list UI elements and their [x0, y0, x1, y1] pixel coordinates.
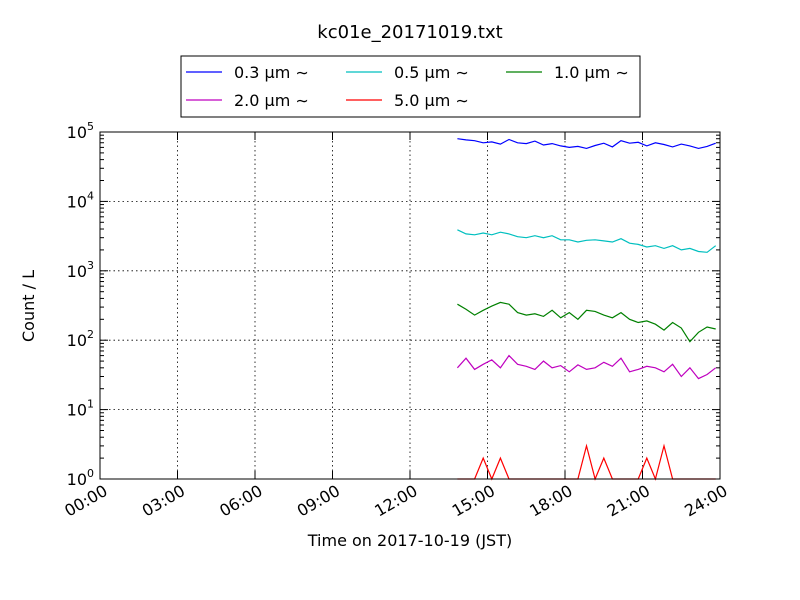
- x-tick-label: 12:00: [371, 481, 420, 521]
- y-tick-label: 102: [67, 328, 94, 350]
- series-lines: [456, 138, 717, 481]
- y-tick-label: 103: [67, 259, 94, 281]
- x-tick-label: 09:00: [294, 481, 343, 521]
- series-line-0-3um: [457, 138, 716, 150]
- plot-frame: [99, 131, 721, 480]
- series-line-1-0um: [457, 301, 716, 343]
- grid: [100, 132, 720, 479]
- legend: 0.3 μm ∼ 0.5 μm ∼ 1.0 μm ∼ 2.0 μm ∼ 5.0 μm ∼: [180, 55, 641, 118]
- series-line-2-0um: [456, 354, 717, 380]
- legend-label-0-3um: 0.3 μm ∼: [234, 63, 309, 82]
- legend-label-5-0um: 5.0 μm ∼: [394, 91, 469, 110]
- y-tick-label: 104: [67, 189, 94, 211]
- chart-title: kc01e_20171019.txt: [317, 22, 502, 43]
- series-line-0-5um: [457, 229, 717, 253]
- series-line-5-0um: [457, 443, 716, 481]
- x-tick-label: 03:00: [139, 481, 188, 521]
- x-tick-label: 06:00: [216, 481, 265, 521]
- x-tick-label: 18:00: [526, 481, 575, 521]
- legend-box: [180, 55, 641, 118]
- x-axis-label: Time on 2017-10-19 (JST): [307, 531, 512, 550]
- x-tick-label: 15:00: [449, 481, 498, 521]
- legend-label-1-0um: 1.0 μm ∼: [554, 63, 629, 82]
- x-tick-label: 24:00: [681, 481, 730, 521]
- ticks: 00:00 03:00 06:00 09:00 12:00 15:00 18:00 21:00…: [61, 120, 730, 521]
- legend-label-0-5um: 0.5 μm ∼: [394, 63, 469, 82]
- y-axis-label: Count / L: [19, 270, 38, 342]
- legend-label-2-0um: 2.0 μm ∼: [234, 91, 309, 110]
- y-tick-label: 101: [67, 398, 94, 420]
- y-tick-label: 100: [67, 467, 94, 489]
- x-tick-label: 21:00: [604, 481, 653, 521]
- y-tick-label: 105: [67, 120, 94, 142]
